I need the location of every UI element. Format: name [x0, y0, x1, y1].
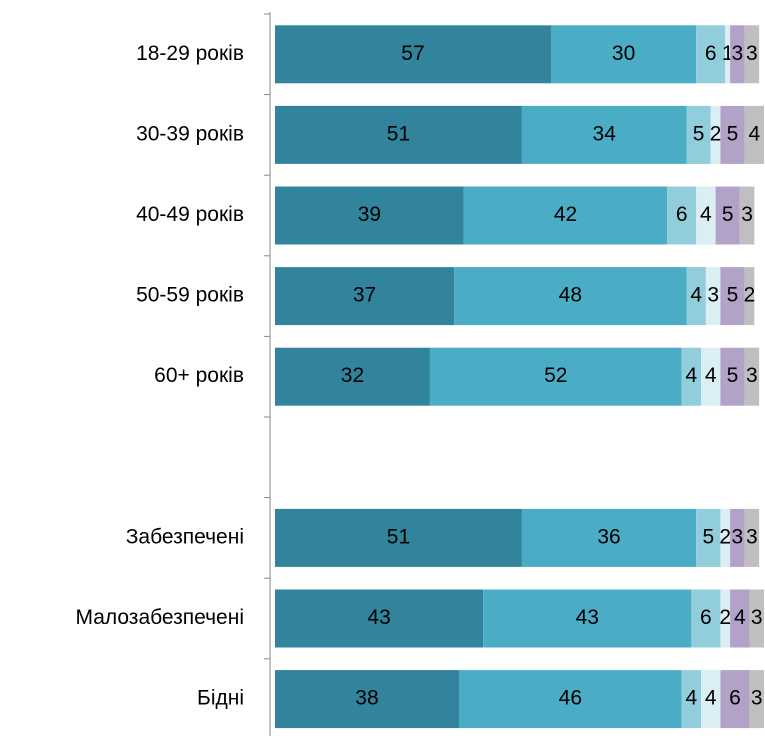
data-label: 5	[702, 525, 714, 548]
y-tick-label: Бідні	[197, 687, 244, 710]
data-label: 42	[554, 203, 577, 226]
data-label: 4	[690, 284, 702, 307]
data-label: 3	[746, 42, 758, 65]
page: 18-29 років5730613330-39 років5134525440…	[0, 0, 765, 736]
y-tick-label: Малозабезпечені	[75, 606, 244, 629]
data-label: 4	[705, 364, 717, 387]
data-label: 5	[727, 364, 739, 387]
data-label: 3	[751, 687, 763, 710]
data-label: 4	[734, 606, 746, 629]
data-label: 5	[722, 203, 734, 226]
data-label: 52	[544, 364, 567, 387]
data-label: 4	[700, 203, 712, 226]
data-label: 43	[576, 606, 599, 629]
data-label: 4	[705, 687, 717, 710]
data-label: 6	[676, 203, 688, 226]
data-label: 48	[559, 284, 582, 307]
y-tick-label: 40-49 років	[136, 203, 244, 226]
data-label: 36	[597, 525, 620, 548]
y-tick-label: Забезпечені	[126, 525, 244, 548]
chart: 18-29 років5730613330-39 років5134525440…	[0, 0, 765, 736]
data-label: 57	[401, 42, 424, 65]
data-label: 6	[700, 606, 712, 629]
data-label: 2	[719, 606, 731, 629]
y-tick-label: 60+ років	[154, 364, 244, 387]
data-label: 4	[686, 364, 698, 387]
data-label: 5	[693, 122, 705, 145]
data-label: 38	[355, 687, 378, 710]
y-tick-label: 50-59 років	[136, 284, 244, 307]
data-label: 4	[748, 122, 760, 145]
y-tick-label: 30-39 років	[136, 122, 244, 145]
data-label: 3	[746, 364, 758, 387]
data-label: 39	[358, 203, 381, 226]
y-tick-label: 18-29 років	[136, 42, 244, 65]
data-label: 2	[710, 122, 722, 145]
data-label: 5	[727, 284, 739, 307]
data-label: 51	[387, 525, 410, 548]
data-label: 6	[729, 687, 741, 710]
data-label: 46	[559, 687, 582, 710]
data-label: 32	[341, 364, 364, 387]
data-label: 30	[612, 42, 635, 65]
data-label: 3	[746, 525, 758, 548]
data-label: 3	[732, 525, 744, 548]
data-label: 6	[705, 42, 717, 65]
data-label: 3	[751, 606, 763, 629]
data-label: 2	[719, 525, 731, 548]
data-label: 3	[741, 203, 753, 226]
data-label: 34	[593, 122, 617, 145]
data-label: 37	[353, 284, 376, 307]
data-label: 5	[727, 122, 739, 145]
data-label: 2	[744, 284, 756, 307]
data-label: 4	[686, 687, 698, 710]
data-label: 43	[367, 606, 390, 629]
data-label: 3	[707, 284, 719, 307]
data-label: 3	[732, 42, 744, 65]
data-label: 51	[387, 122, 410, 145]
